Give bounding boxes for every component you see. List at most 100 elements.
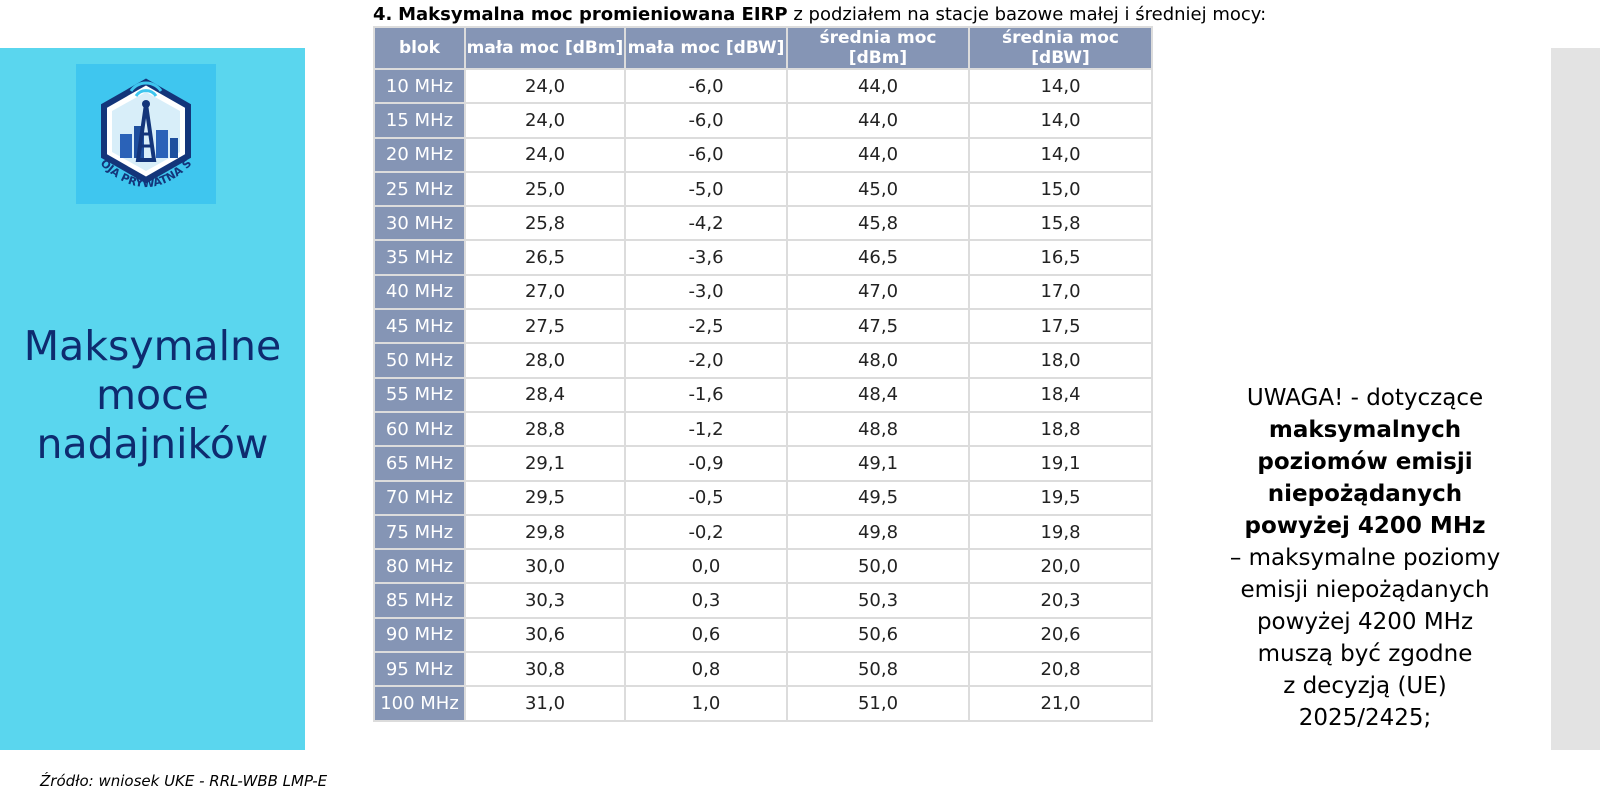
table-cell: 49,1	[786, 445, 970, 482]
table-cell: 17,5	[968, 308, 1153, 345]
table-cell: 20,8	[968, 651, 1153, 688]
table-cell: 25,0	[464, 170, 626, 208]
table-cell: -5,0	[624, 170, 788, 208]
table-cell: 27,0	[464, 273, 626, 311]
note-line: emisji niepożądanych	[1240, 577, 1490, 603]
table-row: 100 MHz 31,0 1,0 51,0 21,0	[373, 685, 1153, 722]
table-cell: -4,2	[624, 205, 788, 242]
table-cell: 50,8	[786, 651, 970, 688]
table-cell: -0,9	[624, 445, 788, 482]
table-cell: 50,6	[786, 616, 970, 654]
table-cell: 14,0	[968, 102, 1153, 139]
table-cell-blok: 60 MHz	[373, 410, 466, 448]
table-cell-blok: 55 MHz	[373, 376, 466, 413]
source-note: Źródło: wniosek UKE - RRL-WBB LMP-E	[40, 772, 328, 790]
table-cell: 48,8	[786, 410, 970, 448]
table-cell: -1,2	[624, 410, 788, 448]
table-cell: 15,8	[968, 205, 1153, 242]
table-header-row: blok mała moc [dBm] mała moc [dBW] średn…	[373, 26, 1153, 70]
table-row: 65 MHz 29,1 -0,9 49,1 19,1	[373, 445, 1153, 482]
table-body: 10 MHz 24,0 -6,0 44,0 14,0 15 MHz 24,0 -6,0 44,0…	[373, 67, 1153, 722]
table-cell: 48,4	[786, 376, 970, 413]
table-cell: -3,6	[624, 239, 788, 276]
table-row: 85 MHz 30,3 0,3 50,3 20,3	[373, 582, 1153, 619]
table-cell: 17,0	[968, 273, 1153, 311]
table-cell: 25,8	[464, 205, 626, 242]
table-cell: 44,0	[786, 136, 970, 173]
table-cell: -6,0	[624, 136, 788, 173]
column-header-medium-dbw: średnia moc [dBW]	[968, 26, 1153, 70]
table-cell: 29,8	[464, 513, 626, 551]
table-row: 30 MHz 25,8 -4,2 45,8 15,8	[373, 205, 1153, 242]
table-cell: 31,0	[464, 685, 626, 722]
table-cell: 30,8	[464, 651, 626, 688]
table-cell: 21,0	[968, 685, 1153, 722]
table-cell: 49,8	[786, 513, 970, 551]
table-cell: 0,6	[624, 616, 788, 654]
column-header-blok: blok	[373, 26, 466, 70]
table-cell: 30,6	[464, 616, 626, 654]
table-cell-blok: 80 MHz	[373, 548, 466, 585]
table-cell: 46,5	[786, 239, 970, 276]
table-row: 60 MHz 28,8 -1,2 48,8 18,8	[373, 410, 1153, 448]
note-line: 2025/2425;	[1298, 705, 1432, 731]
right-decorative-bar	[1551, 48, 1600, 750]
table-cell: 29,5	[464, 479, 626, 516]
table-cell: -2,0	[624, 342, 788, 379]
table-cell-blok: 40 MHz	[373, 273, 466, 311]
title-line: nadajników	[36, 420, 269, 468]
table-cell: 50,0	[786, 548, 970, 585]
table-row: 50 MHz 28,0 -2,0 48,0 18,0	[373, 342, 1153, 379]
table-cell: 20,0	[968, 548, 1153, 585]
table-cell-blok: 75 MHz	[373, 513, 466, 551]
eirp-table: blok mała moc [dBm] mała moc [dBW] średn…	[373, 26, 1153, 722]
table-row: 15 MHz 24,0 -6,0 44,0 14,0	[373, 102, 1153, 139]
heading-bold-part: Maksymalna moc promieniowana EIRP	[398, 4, 788, 25]
table-cell: 20,6	[968, 616, 1153, 654]
table-cell-blok: 100 MHz	[373, 685, 466, 722]
table-cell-blok: 85 MHz	[373, 582, 466, 619]
heading-rest: z podziałem na stacje bazowe małej i śre…	[793, 4, 1267, 25]
table-cell: 24,0	[464, 67, 626, 105]
table-cell: 19,1	[968, 445, 1153, 482]
title-line: moce	[96, 371, 209, 419]
table-cell: 27,5	[464, 308, 626, 345]
note-bold-line: maksymalnych	[1268, 417, 1462, 443]
table-cell: -6,0	[624, 67, 788, 105]
table-cell: 1,0	[624, 685, 788, 722]
table-cell: 18,8	[968, 410, 1153, 448]
network-tower-logo-icon: TWOJA PRYWATNA SIEĆ	[70, 54, 216, 204]
table-cell-blok: 95 MHz	[373, 651, 466, 688]
table-cell: -3,0	[624, 273, 788, 311]
warning-note: UWAGA! - dotyczące maksymalnych poziomów…	[1205, 382, 1525, 734]
table-cell: -0,5	[624, 479, 788, 516]
column-header-small-dbm: mała moc [dBm]	[464, 26, 626, 70]
table-cell: 29,1	[464, 445, 626, 482]
table-cell: 18,0	[968, 342, 1153, 379]
table-row: 10 MHz 24,0 -6,0 44,0 14,0	[373, 67, 1153, 105]
note-bold-line: poziomów emisji	[1257, 449, 1473, 475]
table-cell-blok: 30 MHz	[373, 205, 466, 242]
table-cell: 45,8	[786, 205, 970, 242]
table-cell-blok: 35 MHz	[373, 239, 466, 276]
table-cell: 19,8	[968, 513, 1153, 551]
note-line: – maksymalne poziomy	[1229, 545, 1501, 571]
table-cell: 28,4	[464, 376, 626, 413]
table-cell-blok: 50 MHz	[373, 342, 466, 379]
note-intro: UWAGA! - dotyczące	[1246, 385, 1484, 411]
table-row: 40 MHz 27,0 -3,0 47,0 17,0	[373, 273, 1153, 311]
table-cell-blok: 20 MHz	[373, 136, 466, 173]
table-cell: 18,4	[968, 376, 1153, 413]
table-row: 45 MHz 27,5 -2,5 47,5 17,5	[373, 308, 1153, 345]
heading-number: 4.	[373, 4, 393, 25]
table-cell: 28,8	[464, 410, 626, 448]
table-cell-blok: 15 MHz	[373, 102, 466, 139]
table-cell: 24,0	[464, 102, 626, 139]
table-cell: 19,5	[968, 479, 1153, 516]
table-cell: -2,5	[624, 308, 788, 345]
title-line: Maksymalne	[23, 322, 282, 370]
table-cell: 0,0	[624, 548, 788, 585]
table-row: 35 MHz 26,5 -3,6 46,5 16,5	[373, 239, 1153, 276]
table-cell: 26,5	[464, 239, 626, 276]
table-cell: 0,8	[624, 651, 788, 688]
